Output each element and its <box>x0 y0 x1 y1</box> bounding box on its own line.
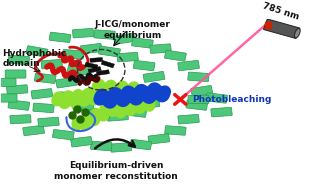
FancyBboxPatch shape <box>33 103 54 113</box>
FancyBboxPatch shape <box>206 93 227 103</box>
FancyBboxPatch shape <box>138 98 160 109</box>
FancyBboxPatch shape <box>117 52 138 62</box>
FancyBboxPatch shape <box>85 62 98 69</box>
Ellipse shape <box>295 28 300 38</box>
Text: J-ICG/monomer
equilibrium: J-ICG/monomer equilibrium <box>95 20 170 40</box>
FancyBboxPatch shape <box>107 112 128 121</box>
FancyBboxPatch shape <box>178 114 199 124</box>
FancyBboxPatch shape <box>26 46 48 57</box>
FancyBboxPatch shape <box>188 72 209 82</box>
FancyBboxPatch shape <box>90 57 103 62</box>
FancyBboxPatch shape <box>263 19 300 38</box>
FancyBboxPatch shape <box>96 70 109 75</box>
FancyBboxPatch shape <box>59 92 81 101</box>
FancyBboxPatch shape <box>211 107 232 117</box>
FancyBboxPatch shape <box>5 70 26 78</box>
FancyBboxPatch shape <box>191 85 213 96</box>
FancyBboxPatch shape <box>34 73 56 84</box>
FancyBboxPatch shape <box>23 125 44 136</box>
FancyBboxPatch shape <box>10 115 31 124</box>
FancyBboxPatch shape <box>41 59 63 69</box>
FancyBboxPatch shape <box>145 86 166 96</box>
FancyBboxPatch shape <box>56 77 77 88</box>
FancyBboxPatch shape <box>0 94 17 102</box>
FancyBboxPatch shape <box>88 67 101 73</box>
FancyBboxPatch shape <box>89 108 111 119</box>
FancyBboxPatch shape <box>94 30 115 39</box>
FancyBboxPatch shape <box>186 100 208 110</box>
FancyBboxPatch shape <box>132 38 153 48</box>
Text: Equilibrium-driven
monomer reconstitution: Equilibrium-driven monomer reconstitutio… <box>54 161 178 180</box>
FancyBboxPatch shape <box>49 32 71 43</box>
FancyBboxPatch shape <box>31 89 53 99</box>
FancyBboxPatch shape <box>113 33 135 44</box>
FancyBboxPatch shape <box>143 71 165 82</box>
FancyBboxPatch shape <box>71 136 92 147</box>
FancyBboxPatch shape <box>8 55 29 65</box>
Text: 785 nm: 785 nm <box>261 1 300 21</box>
FancyBboxPatch shape <box>72 28 94 38</box>
FancyBboxPatch shape <box>178 60 199 71</box>
FancyBboxPatch shape <box>165 126 186 135</box>
FancyBboxPatch shape <box>110 143 132 152</box>
Text: Photobleaching: Photobleaching <box>192 95 271 104</box>
FancyBboxPatch shape <box>101 60 115 68</box>
Text: Hydrophobic
domain: Hydrophobic domain <box>2 49 67 68</box>
FancyBboxPatch shape <box>148 134 170 144</box>
FancyBboxPatch shape <box>72 101 94 112</box>
FancyBboxPatch shape <box>91 141 112 151</box>
FancyBboxPatch shape <box>0 78 16 87</box>
FancyBboxPatch shape <box>7 85 28 94</box>
FancyBboxPatch shape <box>188 95 209 104</box>
FancyBboxPatch shape <box>130 139 152 150</box>
FancyBboxPatch shape <box>53 129 74 140</box>
FancyBboxPatch shape <box>99 46 120 57</box>
FancyBboxPatch shape <box>133 60 155 71</box>
FancyBboxPatch shape <box>38 117 59 127</box>
FancyBboxPatch shape <box>8 100 30 110</box>
FancyBboxPatch shape <box>67 65 89 75</box>
FancyBboxPatch shape <box>63 50 84 59</box>
FancyBboxPatch shape <box>125 107 147 117</box>
FancyBboxPatch shape <box>150 44 171 53</box>
FancyBboxPatch shape <box>80 43 102 54</box>
FancyBboxPatch shape <box>165 50 186 61</box>
